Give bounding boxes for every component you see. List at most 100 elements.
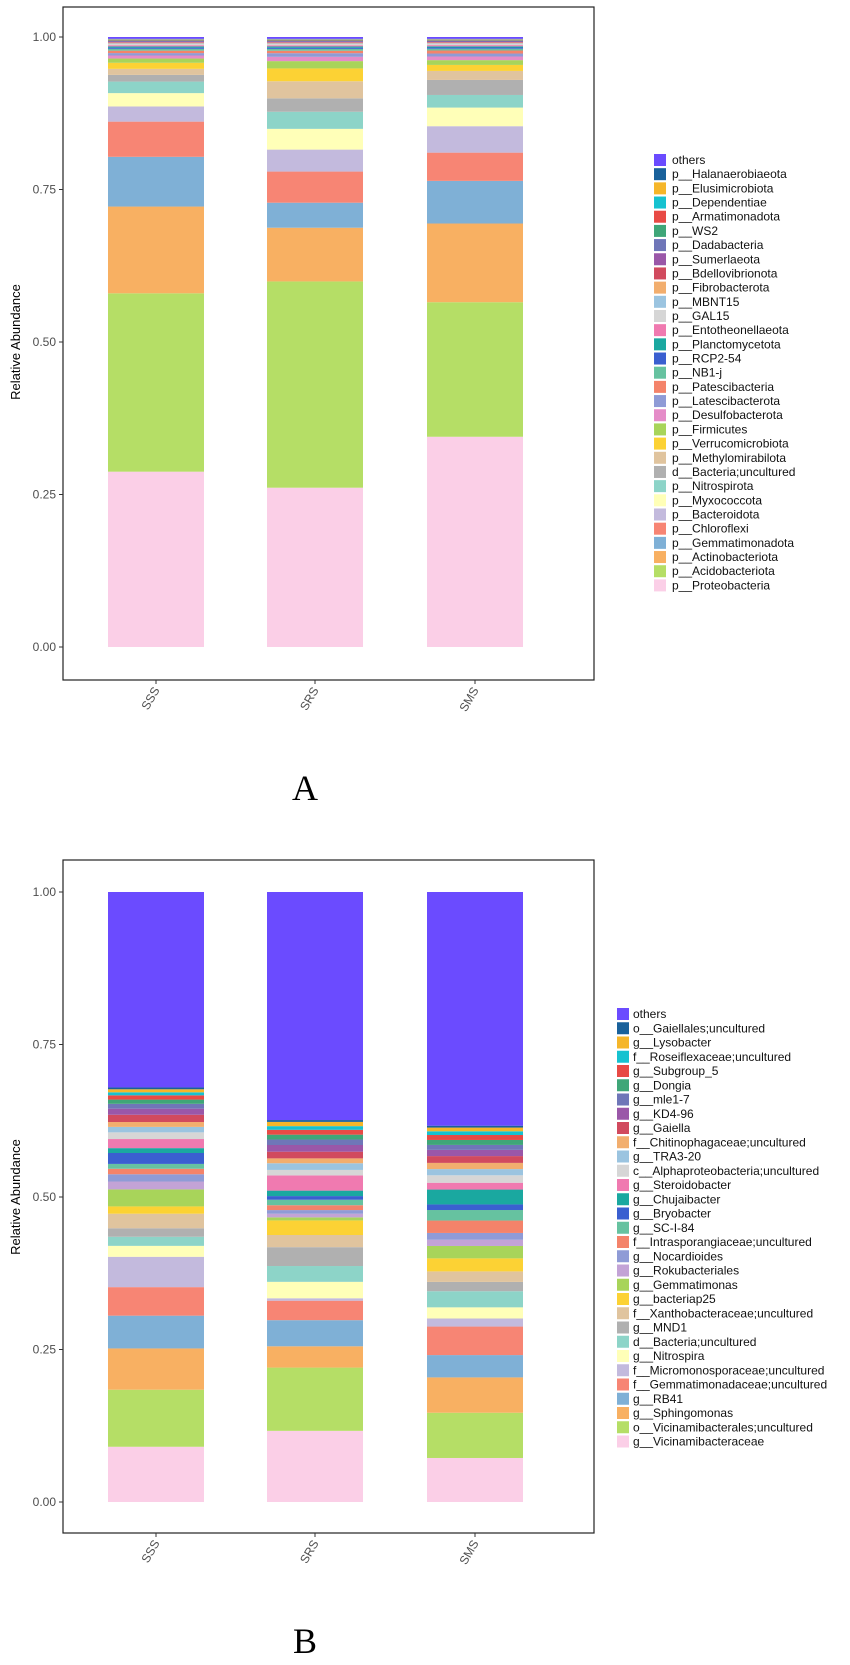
bar-segment-srs-20 <box>267 43 363 45</box>
legend-swatch-5 <box>617 1079 629 1092</box>
legend-swatch-17 <box>654 395 666 408</box>
bar-segment-sms-29 <box>427 1125 523 1128</box>
bar-segment-srs-27 <box>267 1126 363 1130</box>
y-tick-label-3: 0.75 <box>33 1038 57 1052</box>
panel-label-a: A <box>292 768 318 808</box>
y-tick-label-2: 0.50 <box>33 1190 57 1204</box>
bar-segment-sss-18 <box>108 1139 204 1149</box>
bar-segment-srs-24 <box>267 1139 363 1146</box>
bar-segment-sss-12 <box>108 55 204 59</box>
legend-swatch-21 <box>617 1307 629 1320</box>
bar-segment-srs-0 <box>267 487 363 647</box>
bar-segment-srs-0 <box>267 1430 363 1502</box>
legend-swatch-15 <box>617 1221 629 1234</box>
bar-segment-sms-5 <box>427 126 523 153</box>
bar-segment-sss-14 <box>108 1168 204 1175</box>
bar-segment-sms-14 <box>427 1220 523 1233</box>
bar-segment-sss-30 <box>108 37 204 39</box>
bar-segment-srs-26 <box>267 1129 363 1135</box>
bar-segment-srs-29 <box>267 1120 363 1122</box>
legend-label-25: p__Bacteroidota <box>672 508 760 522</box>
bar-segment-sms-26 <box>427 39 523 41</box>
bar-segment-sms-11 <box>427 1245 523 1259</box>
legend-swatch-7 <box>617 1107 629 1120</box>
bar-segment-srs-6 <box>267 128 363 150</box>
bar-segment-sms-10 <box>427 64 523 71</box>
bar-segment-sss-17 <box>108 1148 204 1153</box>
bar-segment-sms-28 <box>427 1127 523 1132</box>
bar-segment-srs-6 <box>267 1281 363 1299</box>
legend-label-3: p__Dependentiae <box>672 196 767 210</box>
bar-segment-sms-1 <box>427 1412 523 1458</box>
bar-segment-sss-6 <box>108 93 204 107</box>
bar-segment-srs-30 <box>267 892 363 1121</box>
legend-label-10: p__MBNT15 <box>672 295 740 309</box>
legend-label-22: d__Bacteria;uncultured <box>672 465 795 479</box>
legend-label-8: g__Gaiella <box>633 1121 691 1135</box>
legend-label-4: p__Armatimonadota <box>672 210 780 224</box>
legend-label-5: g__Dongia <box>633 1078 691 1092</box>
legend-label-19: g__Gemmatimonas <box>633 1278 738 1292</box>
bar-segment-sms-25 <box>427 40 523 41</box>
bar-segment-srs-26 <box>267 39 363 41</box>
bar-segment-sss-20 <box>108 43 204 44</box>
legend-swatch-6 <box>617 1093 629 1106</box>
bar-segment-sss-16 <box>108 47 204 49</box>
bar-segment-sss-26 <box>108 39 204 41</box>
bar-segment-sms-2 <box>427 1377 523 1413</box>
legend-label-14: g__Bryobacter <box>633 1207 711 1221</box>
bar-segment-srs-18 <box>267 1175 363 1191</box>
bar-segment-sms-19 <box>427 43 523 46</box>
bar-segment-srs-22 <box>267 42 363 43</box>
bar-segment-sms-15 <box>427 1210 523 1221</box>
legend-swatch-23 <box>617 1335 629 1348</box>
legend-label-20: g__bacteriap25 <box>633 1292 716 1306</box>
bar-segment-sms-4 <box>427 152 523 181</box>
bar-segment-sss-27 <box>108 1092 204 1096</box>
legend-label-7: p__Sumerlaeota <box>672 252 760 266</box>
legend-label-16: p__Patescibacteria <box>672 380 774 394</box>
legend-swatch-28 <box>617 1407 629 1419</box>
legend-label-18: g__Rokubacteriales <box>633 1264 739 1278</box>
bar-segment-sms-19 <box>427 1175 523 1183</box>
legend-swatch-26 <box>654 522 666 535</box>
legend-label-23: p__Nitrospirota <box>672 479 754 493</box>
bar-segment-sss-16 <box>108 1152 204 1164</box>
bar-segment-sss-24 <box>108 40 204 42</box>
bar-segment-sms-3 <box>427 1355 523 1378</box>
y-tick-label-0: 0.00 <box>33 1495 57 1509</box>
bar-segment-sms-24 <box>427 1144 523 1150</box>
legend-swatch-4 <box>617 1065 629 1077</box>
legend-swatch-18 <box>654 409 666 422</box>
bar-segment-sms-22 <box>427 1156 523 1163</box>
legend-label-13: g__Chujaibacter <box>633 1192 720 1206</box>
bar-segment-srs-3 <box>267 1320 363 1347</box>
legend-label-26: p__Chloroflexi <box>672 522 749 536</box>
bar-segment-srs-16 <box>267 47 363 49</box>
legend-label-15: g__SC-I-84 <box>633 1221 695 1235</box>
bar-segment-srs-4 <box>267 1300 363 1321</box>
legend-label-27: g__RB41 <box>633 1392 683 1406</box>
legend-label-6: p__Dadabacteria <box>672 238 764 252</box>
legend-label-28: g__Sphingomonas <box>633 1406 733 1420</box>
bar-segment-srs-9 <box>267 81 363 99</box>
bar-segment-sss-3 <box>108 156 204 207</box>
bar-segment-sss-5 <box>108 1256 204 1288</box>
legend-label-10: g__TRA3-20 <box>633 1150 701 1164</box>
bar-segment-sss-23 <box>108 41 204 43</box>
bar-segment-srs-1 <box>267 1367 363 1431</box>
bar-segment-sss-13 <box>108 1174 204 1182</box>
legend-label-6: g__mle1-7 <box>633 1093 690 1107</box>
bar-segment-srs-28 <box>267 1121 363 1127</box>
bar-segment-srs-25 <box>267 1134 363 1140</box>
bar-segment-sms-14 <box>427 50 523 54</box>
bar-segment-srs-9 <box>267 1235 363 1248</box>
legend-swatch-15 <box>654 366 666 379</box>
bar-segment-srs-3 <box>267 202 363 228</box>
bar-segment-sms-7 <box>427 94 523 108</box>
bar-segment-sms-0 <box>427 436 523 647</box>
bar-segment-srs-11 <box>267 61 363 69</box>
legend-label-22: g__MND1 <box>633 1321 687 1335</box>
